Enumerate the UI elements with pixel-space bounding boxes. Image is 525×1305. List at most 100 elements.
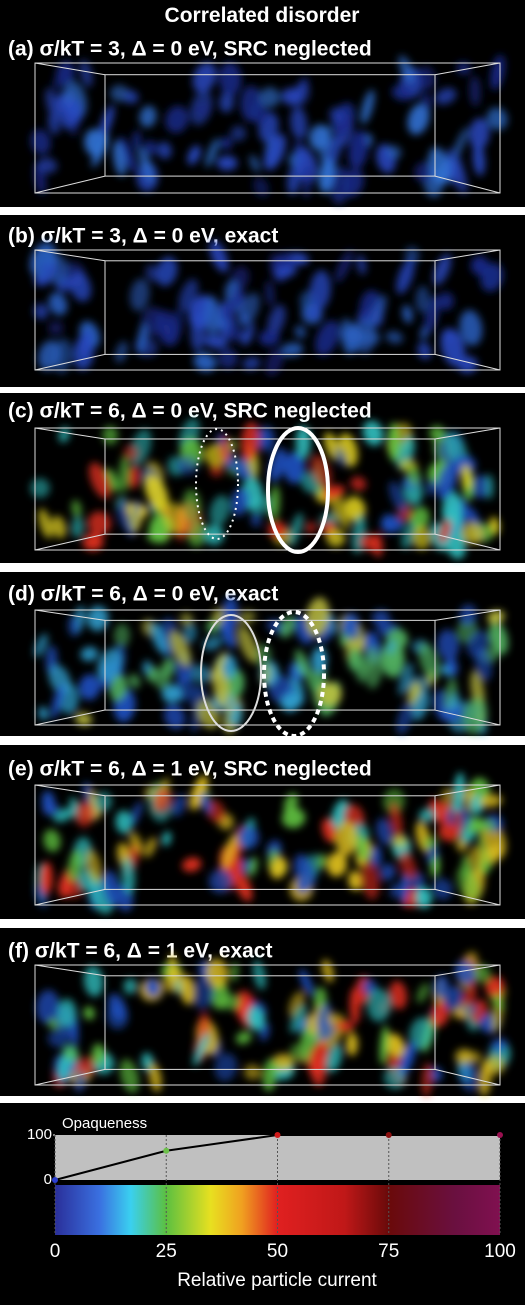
density-blob [73, 336, 94, 371]
box-edge [34, 353, 106, 371]
density-blob [326, 528, 346, 547]
box-edge [434, 533, 501, 551]
density-blob [291, 82, 310, 107]
density-blob [219, 91, 235, 113]
density-blob [416, 983, 430, 1003]
density-blob [87, 605, 109, 631]
density-blob [109, 674, 128, 702]
density-blob [386, 145, 402, 159]
density-blob [421, 92, 432, 110]
density-blob [382, 788, 405, 814]
density-blob [204, 524, 224, 546]
density-blob [466, 630, 489, 658]
figure-title: Correlated disorder [165, 4, 360, 27]
density-blob [461, 464, 472, 490]
box-inner [104, 438, 436, 535]
density-blob [356, 254, 367, 275]
density-blob [85, 849, 103, 884]
density-blob [48, 664, 71, 695]
density-blob [112, 140, 127, 177]
density-blob [222, 296, 237, 323]
density-blob [438, 519, 452, 544]
density-blob [161, 831, 172, 847]
density-blob [137, 146, 154, 183]
annotation-ellipse [262, 610, 326, 738]
box-edge [434, 249, 501, 262]
density-blob [396, 700, 414, 735]
density-blob [58, 426, 70, 443]
density-blob [296, 879, 308, 894]
density-blob [429, 425, 446, 441]
density-blob [459, 1059, 479, 1093]
density-blob [474, 648, 492, 682]
density-blob [402, 305, 413, 324]
density-blob [232, 700, 242, 726]
density-blob [410, 506, 430, 531]
density-blob [383, 1066, 407, 1090]
density-blob [471, 474, 490, 499]
density-blob [391, 835, 408, 848]
annotation-ellipse [195, 428, 239, 540]
box-inner [104, 260, 436, 355]
density-blob [398, 662, 414, 696]
density-blob [128, 674, 141, 689]
x-tick-label: 50 [267, 1241, 288, 1262]
density-blob [218, 62, 242, 96]
density-blob [230, 125, 247, 142]
density-blob [436, 461, 458, 500]
density-blob [94, 791, 113, 812]
density-blob [294, 649, 311, 678]
box-edge [434, 784, 501, 797]
density-blob [171, 794, 187, 817]
density-blob [163, 502, 188, 535]
box-outer [34, 62, 501, 194]
density-blob [432, 878, 453, 900]
density-blob [350, 646, 367, 684]
x-axis-label: Relative particle current [177, 1270, 377, 1291]
panel-label: (a) σ/kT = 3, Δ = 0 eV, SRC neglected [8, 38, 372, 61]
density-blob [51, 515, 67, 539]
density-blob [102, 425, 118, 445]
box-edge [34, 533, 106, 551]
density-blob [33, 303, 49, 320]
annotation-ellipse [266, 426, 330, 554]
control-point [163, 1147, 170, 1154]
density-blob [145, 264, 160, 282]
density-blob [412, 691, 430, 721]
density-blob [417, 66, 436, 91]
box-edge [34, 427, 106, 440]
box-edge [34, 888, 106, 906]
box-edge [34, 249, 106, 262]
density-blob [126, 501, 140, 534]
density-blob [132, 130, 142, 151]
density-blob [407, 103, 430, 135]
density-blob [484, 473, 494, 500]
density-blob [443, 985, 463, 1011]
density-blob [123, 90, 139, 104]
density-blob [316, 853, 327, 870]
box-edge [34, 175, 106, 194]
box-outer [34, 784, 501, 906]
density-blob [182, 489, 202, 523]
density-blob [388, 422, 401, 463]
density-blob [412, 526, 432, 550]
density-blob [249, 154, 261, 173]
density-blob [326, 852, 348, 877]
box-edge [434, 1068, 501, 1086]
density-blob [213, 667, 229, 708]
density-blob [139, 105, 157, 128]
density-blob [115, 810, 133, 834]
density-blob [446, 657, 459, 676]
density-blob [249, 101, 269, 125]
density-blob [335, 249, 353, 283]
density-blob [48, 114, 60, 135]
density-blob [459, 1003, 479, 1016]
y-tick-label: 100 [27, 1126, 52, 1143]
density-blob [334, 447, 347, 467]
box-outer [34, 609, 501, 726]
density-blob [253, 177, 270, 198]
density-blob [318, 682, 342, 706]
control-point [52, 1177, 58, 1183]
density-blob [37, 157, 58, 174]
density-blob [182, 857, 202, 872]
